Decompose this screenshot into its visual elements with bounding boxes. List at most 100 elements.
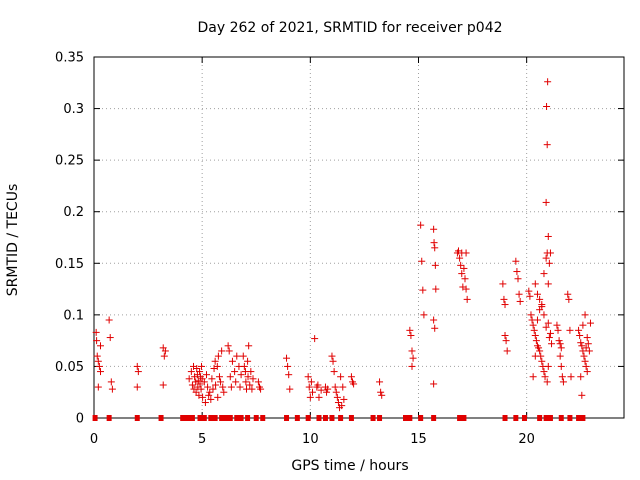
zero-point: [580, 415, 586, 421]
zero-point: [457, 415, 463, 421]
zero-point: [431, 415, 437, 421]
y-tick-label: 0.2: [63, 205, 84, 220]
data-point: [503, 347, 511, 355]
y-tick-label: 0.1: [63, 308, 84, 323]
data-point: [553, 321, 561, 329]
zero-point: [245, 415, 251, 421]
data-point: [409, 354, 417, 362]
zero-point: [547, 415, 553, 421]
zero-point-mark: [370, 415, 376, 421]
zero-point: [543, 415, 549, 421]
zero-point-mark: [158, 415, 164, 421]
data-point: [285, 371, 293, 379]
data-point: [306, 393, 314, 401]
data-point: [240, 362, 248, 370]
data-point: [430, 239, 438, 247]
zero-point: [521, 415, 527, 421]
data-point: [207, 395, 215, 403]
data-point: [93, 337, 101, 345]
zero-point-mark: [92, 415, 98, 421]
data-point: [499, 280, 507, 288]
data-point: [96, 368, 104, 376]
zero-point-mark: [543, 415, 549, 421]
data-point: [462, 249, 470, 257]
data-point: [583, 368, 591, 376]
data-point: [544, 232, 552, 240]
zero-point-mark: [329, 415, 335, 421]
x-axis-title: GPS time / hours: [291, 458, 408, 474]
data-point: [330, 368, 338, 376]
zero-point: [322, 415, 328, 421]
data-point: [501, 301, 509, 309]
data-point: [548, 340, 556, 348]
data-point: [578, 391, 586, 399]
zero-point: [329, 415, 335, 421]
x-tick-label: 20: [518, 432, 535, 447]
data-point: [194, 377, 202, 385]
data-point: [228, 357, 236, 365]
data-point: [430, 225, 438, 233]
zero-point-mark: [407, 415, 413, 421]
zero-point: [461, 415, 467, 421]
data-point: [187, 368, 195, 376]
zero-point-mark: [322, 415, 328, 421]
data-point: [247, 368, 255, 376]
data-point: [432, 285, 440, 293]
x-tick-label: 15: [410, 432, 427, 447]
data-point: [245, 342, 253, 350]
data-point: [527, 311, 535, 319]
zero-point: [189, 415, 195, 421]
zero-point-mark: [294, 415, 300, 421]
data-point: [456, 254, 464, 262]
zero-point-mark: [197, 415, 203, 421]
data-point: [283, 354, 291, 362]
data-point: [254, 378, 262, 386]
data-point: [555, 337, 563, 345]
zero-point: [316, 415, 322, 421]
data-point: [160, 352, 168, 360]
data-point: [311, 335, 319, 343]
data-point: [538, 357, 546, 365]
data-point: [556, 340, 564, 348]
zero-point-mark: [431, 415, 437, 421]
data-point: [249, 375, 257, 383]
zero-point: [208, 415, 214, 421]
data-point: [408, 347, 416, 355]
data-point: [556, 352, 564, 360]
zero-point-mark: [521, 415, 527, 421]
zero-point-mark: [348, 415, 354, 421]
data-point: [544, 78, 552, 86]
y-tick-label: 0.25: [55, 154, 84, 169]
zero-point: [537, 415, 543, 421]
data-point: [501, 331, 509, 339]
data-point: [324, 385, 332, 393]
data-point: [460, 264, 468, 272]
zero-point-mark: [457, 415, 463, 421]
data-point: [582, 344, 590, 352]
zero-point: [212, 415, 218, 421]
data-point: [557, 362, 565, 370]
data-point: [544, 319, 552, 327]
data-point: [340, 395, 348, 403]
zero-point: [418, 415, 424, 421]
y-tick-label: 0.35: [55, 51, 84, 66]
data-point: [134, 368, 142, 376]
zero-point-mark: [576, 415, 582, 421]
data-point: [566, 326, 574, 334]
zero-point: [197, 415, 203, 421]
data-point: [339, 383, 347, 391]
data-point: [545, 259, 553, 267]
zero-point: [201, 415, 207, 421]
data-point: [314, 381, 322, 389]
data-point: [307, 378, 315, 386]
data-point: [257, 385, 265, 393]
zero-point: [370, 415, 376, 421]
data-point: [133, 362, 141, 370]
data-point: [584, 340, 592, 348]
data-point: [502, 337, 510, 345]
data-point: [161, 347, 169, 355]
data-point: [559, 378, 567, 386]
data-point: [308, 388, 316, 396]
data-point: [94, 383, 102, 391]
